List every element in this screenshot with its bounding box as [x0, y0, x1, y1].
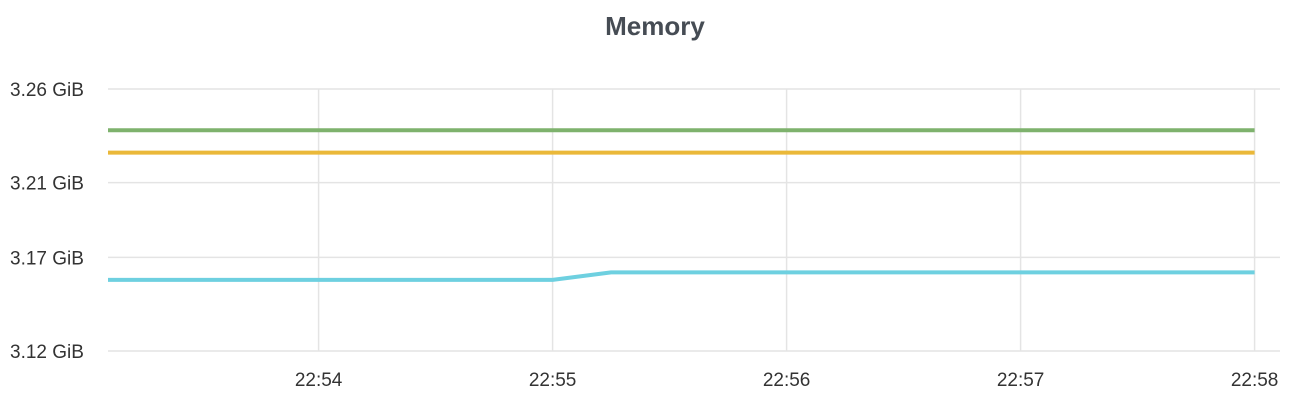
series-line-3 — [108, 270, 1255, 282]
x-tick-label: 22:56 — [763, 370, 811, 391]
y-axis-tick-labels: 3.12 GiB 3.17 GiB 3.21 GiB 3.26 GiB — [10, 80, 84, 363]
y-tick-label: 3.21 GiB — [10, 174, 84, 195]
y-tick-label: 3.17 GiB — [10, 248, 84, 269]
y-tick-label: 3.26 GiB — [10, 80, 84, 101]
panel-title: Memory — [605, 11, 705, 41]
x-axis-tick-labels: 22:54 22:55 22:56 22:57 22:58 — [295, 370, 1279, 391]
x-tick-label: 22:57 — [997, 370, 1045, 391]
series-lines — [108, 128, 1255, 282]
x-tick-label: 22:58 — [1231, 370, 1279, 391]
y-tick-label: 3.12 GiB — [10, 342, 84, 363]
x-tick-label: 22:55 — [529, 370, 577, 391]
grid — [108, 88, 1280, 352]
x-tick-label: 22:54 — [295, 370, 343, 391]
